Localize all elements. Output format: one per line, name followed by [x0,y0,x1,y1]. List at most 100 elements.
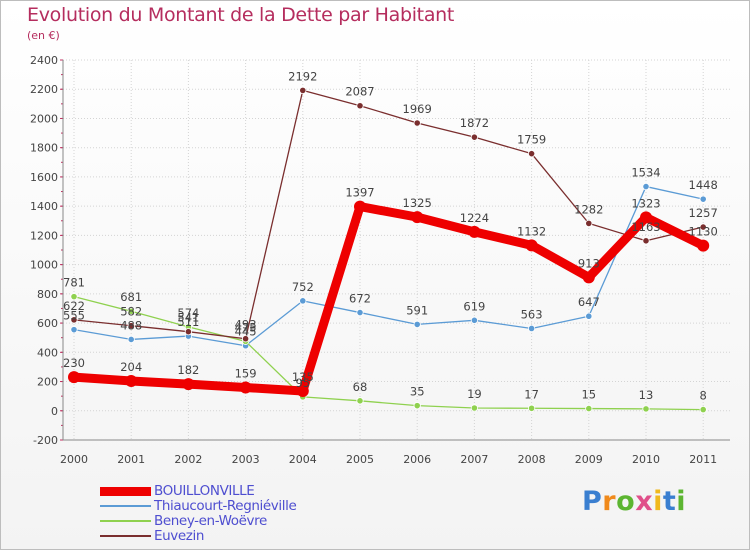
data-point-1 [699,195,707,203]
y-tick-label: -200 [33,434,58,447]
data-point-1 [527,324,536,333]
data-label-2: 8 [700,389,707,403]
x-tick-label: 2004 [289,453,317,466]
data-label-3: 1872 [460,116,489,130]
data-label-2: 475 [235,320,257,334]
data-label-3: 1969 [403,102,432,116]
x-tick-label: 2002 [174,453,202,466]
y-tick-label: 1400 [30,200,58,213]
data-label-0: 913 [578,256,600,270]
data-point-2 [356,397,364,405]
legend-swatch [100,520,151,522]
data-label-0: 135 [292,370,314,384]
data-label-3: 1257 [689,206,718,220]
legend-item: BOUILLONVILLE [100,484,360,499]
data-point-3 [527,150,536,158]
data-point-2 [585,404,593,413]
data-point-1 [70,326,78,334]
data-point-3 [184,328,192,336]
data-point-2 [527,404,536,412]
y-tick-label: 2200 [30,83,58,96]
data-label-1: 672 [349,292,371,306]
x-tick-label: 2001 [117,453,145,466]
data-point-2 [642,405,650,413]
data-label-2: 574 [177,306,199,320]
x-tick-label: 2010 [632,453,660,466]
data-point-3 [242,335,250,343]
data-label-2: 95 [295,376,310,390]
legend-label: Thiaucourt-Regniéville [154,498,297,514]
data-label-2: 681 [120,290,142,304]
data-label-1: 511 [177,315,199,329]
data-label-2: 13 [639,388,654,402]
chart-unit: (en €) [27,29,60,42]
y-tick-label: 2400 [30,54,58,67]
data-label-3: 541 [177,311,199,325]
data-label-1: 1448 [689,178,718,192]
series-line-3 [73,89,704,340]
data-label-0: 204 [120,360,142,374]
data-label-3: 582 [120,305,142,319]
data-point-1 [299,297,307,305]
x-tick-label: 2011 [689,453,717,466]
data-label-2: 19 [467,387,482,401]
data-label-3: 2087 [345,85,374,99]
data-label-1: 445 [235,325,257,339]
data-label-0: 1132 [517,224,546,238]
data-point-2 [413,402,421,410]
logo-letter: o [616,486,636,517]
data-point-2 [127,307,135,315]
data-label-0: 159 [235,367,257,381]
chart-title: Evolution du Montant de la Dette par Hab… [27,4,455,26]
data-point-0 [468,225,481,238]
data-label-0: 1323 [631,196,660,210]
data-point-0 [582,271,595,284]
y-tick-label: 1600 [30,171,58,184]
data-label-2: 35 [410,385,425,399]
data-point-3 [585,219,593,227]
data-label-1: 555 [63,309,85,323]
data-point-1 [127,335,135,344]
data-point-3 [356,102,364,110]
data-label-1: 563 [521,307,543,321]
logo-letter: t [662,486,677,517]
series-line-0 [69,202,708,396]
y-tick-label: 2000 [30,112,58,125]
legend-item: Beney-en-Woëvre [100,514,360,529]
data-point-3 [70,316,78,324]
legend-label: BOUILLONVILLE [154,483,255,499]
data-label-1: 647 [578,295,600,309]
data-point-0 [125,374,138,387]
data-label-1: 488 [120,318,142,332]
data-point-0 [411,211,424,224]
y-tick-label: 800 [37,288,58,301]
logo-letter: r [602,486,617,517]
logo-letter: i [653,486,663,517]
proxiti-logo: Proxiti [582,486,686,517]
logo-letter: i [676,486,687,517]
data-point-3 [127,322,135,330]
y-tick-label: 600 [37,317,58,330]
data-point-0 [296,385,309,398]
data-point-3 [642,237,650,245]
y-tick-label: 400 [37,346,58,359]
data-point-3 [413,119,421,127]
series-line-1 [73,185,704,347]
data-label-0: 230 [63,356,85,370]
data-point-1 [642,182,650,191]
data-point-0 [525,239,538,252]
legend-item: Thiaucourt-Regniéville [100,499,360,514]
data-point-1 [413,320,421,328]
data-label-0: 182 [177,363,199,377]
legend-swatch [100,535,151,537]
x-tick-label: 2008 [518,453,546,466]
data-point-0 [697,239,710,252]
data-label-3: 1282 [574,202,603,216]
data-point-2 [699,405,707,414]
x-tick-label: 2005 [346,453,374,466]
y-tick-label: 1200 [30,229,58,242]
data-point-0 [354,200,366,213]
legend-label: Euvezin [154,528,204,544]
series-line-2 [73,295,704,411]
